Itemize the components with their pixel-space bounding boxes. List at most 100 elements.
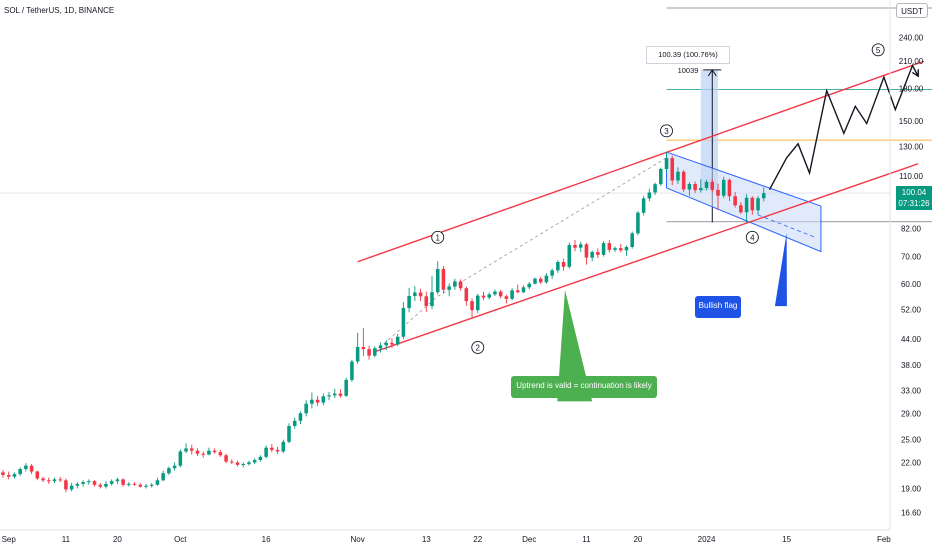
candle-body: [527, 283, 532, 288]
candle-body: [676, 171, 680, 181]
candle-body: [556, 262, 560, 271]
candle-body: [327, 395, 331, 397]
wave-label-circle: [431, 230, 445, 244]
wave-1-3-dotted-line: [437, 157, 667, 297]
price-tick-label: 16.60: [901, 509, 922, 518]
projection-zigzag[interactable]: [768, 63, 919, 190]
candle-body: [533, 278, 537, 284]
candle-body: [258, 456, 263, 461]
measure-arrow-head: [707, 69, 717, 77]
currency-badge[interactable]: USDT: [896, 3, 928, 18]
uptrend-channel[interactable]: [357, 60, 925, 353]
candle-body: [64, 480, 68, 490]
price-tick-label: 70.00: [901, 253, 922, 262]
candle-body: [699, 187, 703, 191]
candle-body: [230, 461, 234, 463]
price-tick-label: 44.00: [901, 335, 922, 344]
candle-body: [418, 292, 423, 297]
candle-body: [395, 336, 400, 345]
candle-body: [681, 171, 686, 190]
projection-path[interactable]: [768, 63, 919, 190]
price-tick-label: 150.00: [899, 117, 924, 126]
time-tick-label: 15: [782, 535, 791, 544]
candle-body: [275, 449, 280, 452]
candle-body: [310, 399, 314, 404]
measure-label: 100.39 (100.76%) 10039: [646, 46, 730, 75]
flag-callout-tail: [774, 232, 787, 307]
candles: [1, 151, 766, 493]
candle-body: [172, 465, 177, 469]
bullish-flag-pattern[interactable]: [666, 151, 822, 253]
callout-pointers: [557, 232, 787, 402]
channel-lower-line[interactable]: [374, 163, 919, 353]
candle-body: [12, 474, 17, 477]
candle-body: [161, 473, 165, 481]
candle-body: [195, 450, 200, 454]
channel-upper-line[interactable]: [357, 60, 925, 263]
candle-body: [384, 342, 389, 346]
candle-body: [315, 399, 320, 403]
candle-body: [710, 181, 715, 190]
candle-body: [58, 479, 62, 481]
candle-body: [407, 295, 411, 309]
candle-body: [6, 474, 11, 477]
candle-body: [716, 189, 720, 196]
bullish-flag-box[interactable]: [666, 151, 822, 253]
candle-body: [475, 295, 480, 311]
candle-body: [201, 453, 205, 455]
candle-body: [618, 248, 623, 251]
candle-body: [264, 447, 268, 457]
candle-body: [584, 244, 589, 258]
candle-body: [270, 447, 274, 450]
candle-body: [92, 481, 97, 485]
candle-body: [104, 483, 108, 487]
candle-body: [247, 462, 251, 465]
time-tick-label: 11: [582, 535, 591, 544]
candle-body: [516, 290, 520, 293]
candle-body: [46, 480, 51, 482]
bar-countdown: 07:31:26: [898, 199, 930, 208]
candle-body: [561, 262, 566, 267]
candle-body: [601, 243, 606, 255]
time-tick-label: 20: [633, 535, 642, 544]
time-tick-label: 16: [262, 535, 271, 544]
uptrend-callout[interactable]: Uptrend is valid = continuation is likel…: [511, 376, 657, 398]
candle-body: [573, 245, 577, 248]
candle-body: [378, 345, 383, 349]
price-tick-label: 240.00: [899, 34, 924, 43]
candle-body: [127, 483, 131, 485]
candle-body: [653, 184, 657, 193]
candle-body: [87, 481, 91, 483]
candle-body: [744, 197, 749, 213]
last-price: 100.04: [901, 188, 927, 197]
candle-body: [373, 348, 377, 356]
candle-body: [458, 281, 463, 289]
price-tick-label: 210.00: [899, 57, 924, 66]
candle-body: [504, 296, 509, 299]
candle-body: [613, 248, 617, 250]
candle-body: [98, 484, 103, 487]
bullish-flag-callout[interactable]: Bullish flag: [695, 296, 741, 318]
candle-body: [321, 396, 326, 403]
candle-body: [69, 485, 74, 490]
symbol-title[interactable]: SOL / TetherUS, 1D, BINANCE: [4, 6, 115, 15]
candle-body: [453, 281, 457, 287]
price-tick-label: 60.00: [901, 280, 922, 289]
measure-box[interactable]: [700, 69, 718, 191]
candle-body: [664, 158, 669, 169]
candle-body: [727, 179, 732, 197]
candle-body: [733, 196, 737, 206]
candle-body: [350, 361, 354, 380]
wave-label-circle: [660, 124, 673, 138]
candle-body: [115, 479, 120, 482]
candle-body: [636, 212, 640, 234]
candle-body: [390, 342, 394, 345]
wave-label-number: 3: [664, 127, 669, 136]
price-tick-label: 25.00: [901, 436, 922, 445]
candle-body: [35, 471, 40, 479]
wave-label-number: 2: [476, 343, 481, 352]
candle-body: [178, 451, 183, 466]
